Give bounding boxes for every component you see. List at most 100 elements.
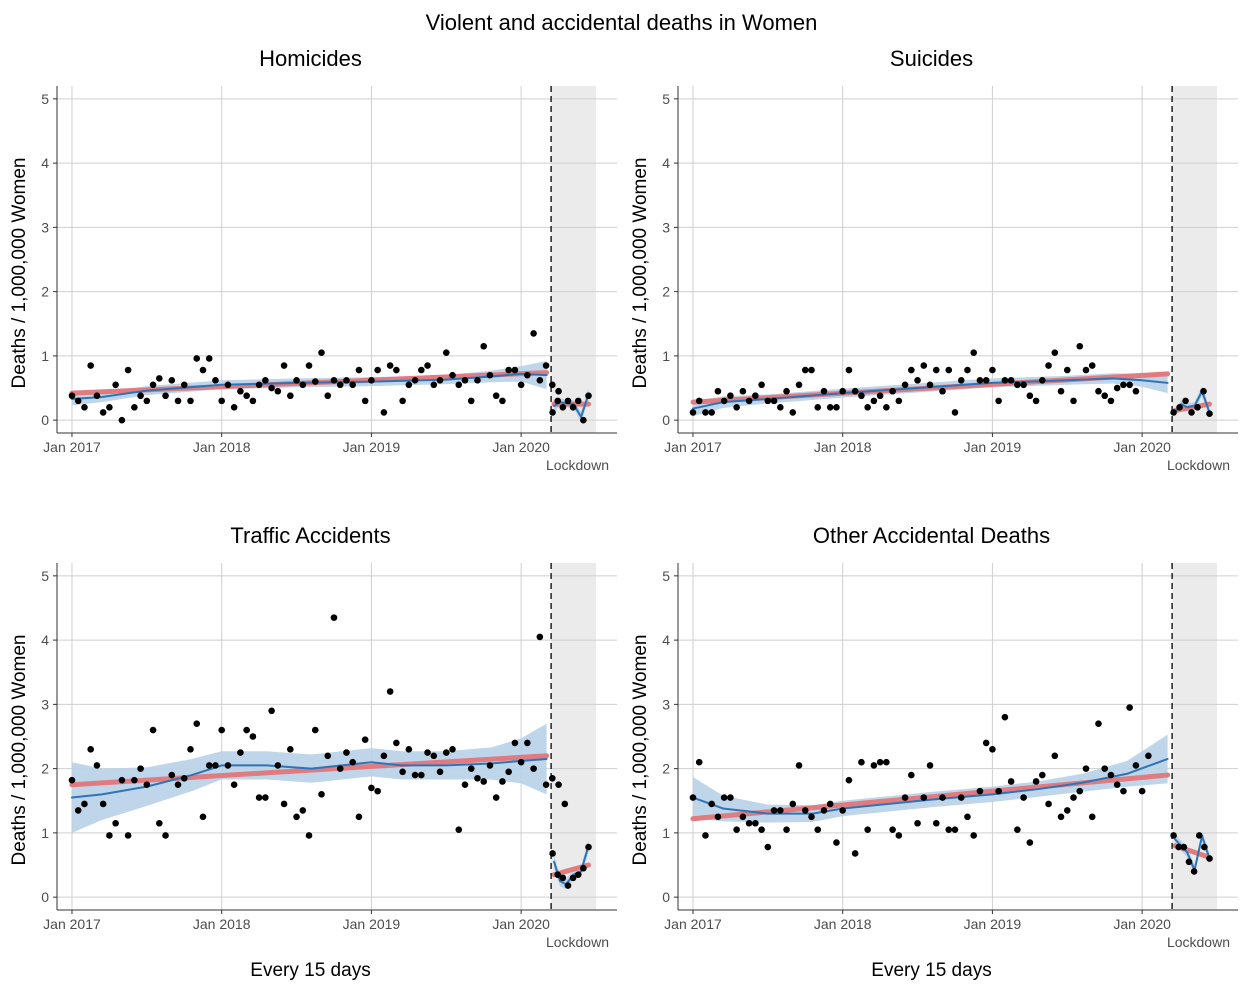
data-point — [1014, 826, 1021, 833]
data-point — [1063, 807, 1071, 814]
data-point — [564, 882, 572, 889]
data-point — [499, 778, 506, 785]
plot-area: 0 1 2 3 4 5 Jan 2017 Jan 2018 Jan 2019 Jan 2020 Lo… — [41, 86, 617, 473]
data-point — [374, 787, 381, 795]
data-point — [255, 794, 263, 801]
data-point — [405, 381, 413, 389]
data-point — [205, 355, 213, 362]
data-point — [131, 776, 138, 784]
data-point — [549, 850, 556, 857]
y-tick-label: 5 — [41, 91, 49, 107]
y-tick-label: 0 — [41, 889, 49, 905]
data-point — [542, 362, 550, 369]
y-tick-label: 4 — [662, 155, 670, 171]
data-point — [727, 794, 734, 801]
data-point — [505, 366, 512, 374]
data-point — [156, 819, 163, 827]
data-point — [1188, 409, 1195, 416]
data-point — [230, 781, 238, 788]
data-point — [1170, 832, 1177, 839]
data-point — [995, 787, 1002, 795]
data-point — [845, 366, 853, 374]
data-point — [1076, 787, 1084, 795]
data-point — [851, 850, 859, 857]
data-point — [218, 397, 225, 405]
data-point — [1007, 377, 1015, 384]
data-point — [330, 377, 338, 384]
data-point — [262, 377, 269, 384]
data-point — [511, 366, 519, 374]
data-point — [876, 392, 884, 400]
data-point — [1001, 377, 1009, 384]
data-point — [964, 813, 971, 821]
data-point — [826, 403, 834, 411]
data-point — [131, 403, 138, 411]
data-point — [1175, 843, 1183, 851]
data-point — [777, 403, 784, 411]
data-point — [124, 366, 132, 374]
data-point — [833, 403, 840, 411]
data-point — [224, 381, 232, 389]
data-point — [99, 409, 107, 416]
data-point — [559, 874, 567, 882]
data-point — [926, 762, 934, 769]
data-point — [112, 819, 119, 827]
data-point — [199, 813, 207, 821]
data-point — [374, 366, 381, 374]
data-point — [386, 362, 394, 369]
data-point — [106, 832, 113, 839]
data-point — [1070, 794, 1077, 801]
data-point — [554, 397, 562, 405]
data-point — [733, 826, 740, 833]
data-point — [355, 813, 363, 821]
y-tick-label: 2 — [662, 284, 670, 300]
data-point — [695, 397, 703, 405]
data-point — [424, 362, 431, 369]
data-point — [380, 409, 388, 416]
loess-band-pre — [692, 372, 1168, 417]
y-tick-label: 4 — [41, 632, 49, 648]
data-point — [1095, 720, 1102, 727]
data-point — [174, 397, 182, 405]
data-point — [1200, 387, 1207, 395]
data-point — [883, 403, 890, 411]
data-point — [318, 791, 325, 798]
data-point — [174, 781, 182, 788]
data-point — [758, 381, 765, 389]
data-point — [430, 752, 438, 760]
data-point — [789, 409, 797, 416]
data-point — [957, 794, 965, 801]
data-point — [739, 387, 747, 395]
data-point — [411, 377, 419, 384]
data-point — [770, 397, 778, 405]
data-point — [480, 778, 488, 785]
data-point — [814, 403, 822, 411]
x-tick-label: Jan 2017 — [43, 439, 101, 455]
data-point — [330, 614, 338, 621]
plot-area: 0 1 2 3 4 5 Jan 2017 Jan 2018 Jan 2019 Jan 2020 Lo… — [41, 563, 617, 950]
data-point — [820, 387, 828, 395]
data-point — [343, 749, 350, 756]
data-point — [1095, 387, 1102, 395]
data-point — [1082, 765, 1090, 772]
data-point — [814, 826, 822, 833]
lockdown-shade — [551, 563, 596, 910]
panel-title: Other Accidental Deaths — [812, 523, 1051, 548]
data-point — [708, 800, 715, 808]
data-point — [559, 403, 567, 411]
data-point — [982, 739, 990, 747]
data-point — [1182, 397, 1189, 405]
data-point — [1051, 752, 1059, 760]
data-point — [524, 371, 531, 379]
data-point — [318, 349, 325, 356]
data-point — [1051, 349, 1059, 356]
data-point — [143, 781, 151, 788]
data-point — [554, 871, 562, 878]
data-point — [901, 381, 909, 389]
data-point — [149, 381, 157, 389]
data-point — [411, 771, 419, 779]
data-point — [1057, 387, 1065, 395]
data-point — [336, 765, 344, 772]
y-tick-label: 3 — [41, 696, 49, 712]
